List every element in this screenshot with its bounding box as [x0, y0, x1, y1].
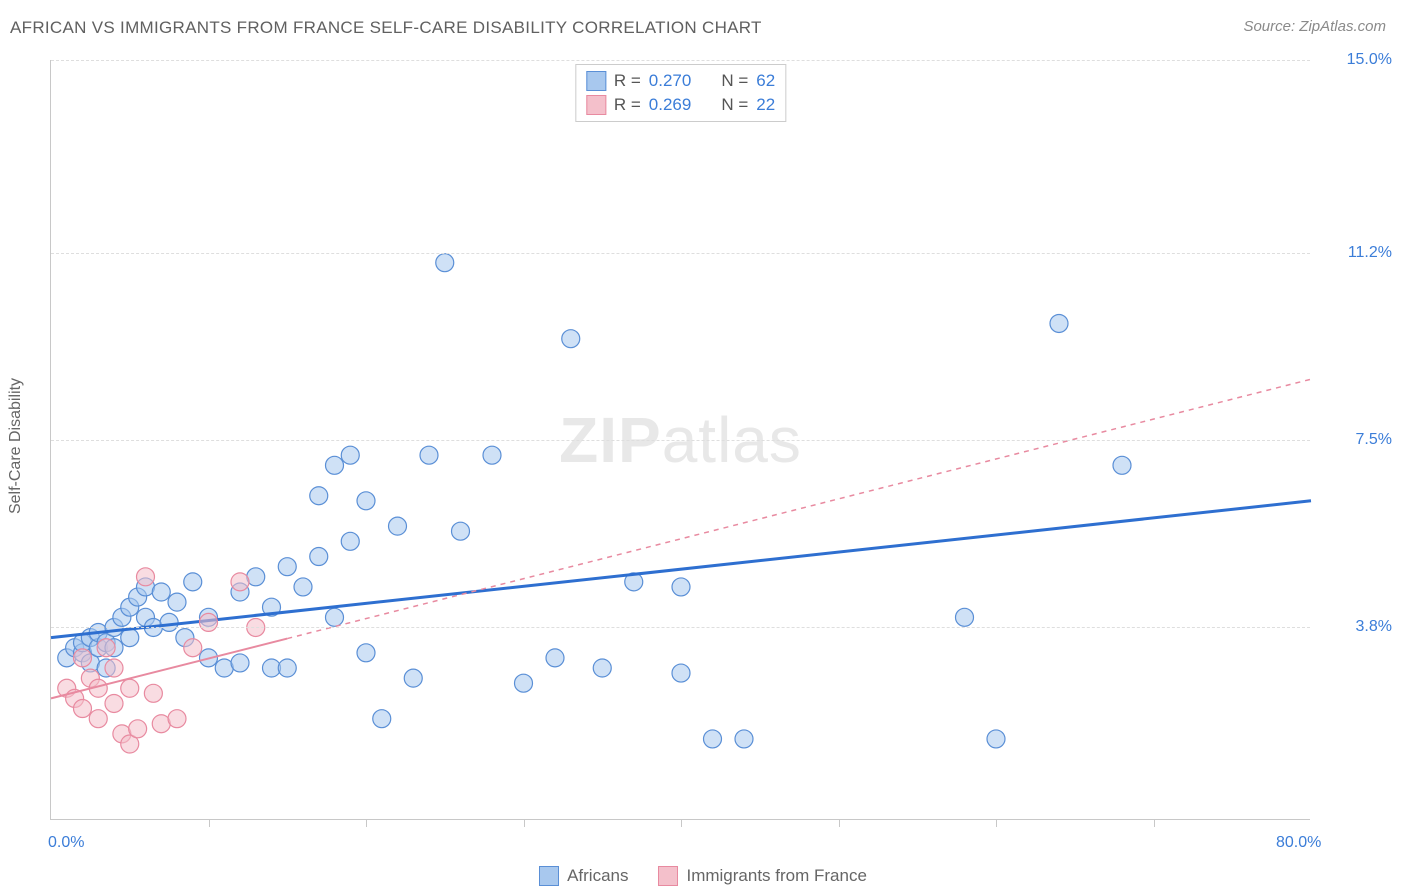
- data-point: [74, 649, 92, 667]
- data-point: [357, 644, 375, 662]
- legend-r-label: R =: [614, 71, 641, 91]
- legend-n-label: N =: [721, 71, 748, 91]
- legend-r-label: R =: [614, 95, 641, 115]
- data-point: [341, 446, 359, 464]
- x-axis-min: 0.0%: [48, 834, 84, 852]
- plot-area: ZIPatlas R =0.270N =62R =0.269N =22 3.8%…: [50, 60, 1310, 820]
- legend-n-value: 62: [756, 71, 775, 91]
- data-point: [278, 558, 296, 576]
- chart-title: AFRICAN VS IMMIGRANTS FROM FRANCE SELF-C…: [10, 18, 762, 38]
- legend-swatch: [586, 71, 606, 91]
- gridline: [51, 60, 1310, 61]
- data-point: [704, 730, 722, 748]
- data-point: [105, 694, 123, 712]
- data-point: [515, 674, 533, 692]
- y-tick-label: 3.8%: [1356, 618, 1392, 636]
- data-point: [231, 654, 249, 672]
- data-point: [200, 613, 218, 631]
- data-point: [184, 639, 202, 657]
- data-point: [956, 608, 974, 626]
- legend-swatch: [658, 866, 678, 886]
- data-point: [357, 492, 375, 510]
- data-point: [1113, 456, 1131, 474]
- x-tick: [209, 819, 210, 827]
- data-point: [294, 578, 312, 596]
- data-point: [168, 593, 186, 611]
- data-point: [562, 330, 580, 348]
- legend-item: Africans: [539, 866, 628, 886]
- data-point: [310, 548, 328, 566]
- data-point: [97, 639, 115, 657]
- data-point: [483, 446, 501, 464]
- legend-r-value: 0.269: [649, 95, 692, 115]
- data-point: [74, 700, 92, 718]
- x-tick: [1154, 819, 1155, 827]
- data-point: [152, 583, 170, 601]
- data-point: [1050, 314, 1068, 332]
- legend-label: Africans: [567, 866, 628, 886]
- x-tick: [996, 819, 997, 827]
- data-point: [326, 456, 344, 474]
- y-tick-label: 15.0%: [1347, 51, 1392, 69]
- data-point: [160, 613, 178, 631]
- legend-swatch: [586, 95, 606, 115]
- data-point: [326, 608, 344, 626]
- data-point: [735, 730, 753, 748]
- x-tick: [524, 819, 525, 827]
- legend-series: Africans Immigrants from France: [0, 866, 1406, 886]
- data-point: [105, 659, 123, 677]
- data-point: [137, 568, 155, 586]
- data-point: [452, 522, 470, 540]
- legend-swatch: [539, 866, 559, 886]
- legend-row: R = 0.270 N = 62: [586, 69, 775, 93]
- data-point: [129, 720, 147, 738]
- data-point: [310, 487, 328, 505]
- legend-n-label: N =: [721, 95, 748, 115]
- legend-label: Immigrants from France: [686, 866, 866, 886]
- data-point: [404, 669, 422, 687]
- data-point: [184, 573, 202, 591]
- x-tick: [366, 819, 367, 827]
- legend-r-value: 0.270: [649, 71, 692, 91]
- data-point: [420, 446, 438, 464]
- source-label: Source: ZipAtlas.com: [1243, 18, 1386, 35]
- y-tick-label: 11.2%: [1348, 244, 1392, 262]
- data-point: [389, 517, 407, 535]
- data-point: [144, 684, 162, 702]
- data-point: [672, 578, 690, 596]
- legend-row: R = 0.269 N = 22: [586, 93, 775, 117]
- x-tick: [681, 819, 682, 827]
- legend-n-value: 22: [756, 95, 775, 115]
- trendline-dashed: [287, 379, 1311, 638]
- data-point: [341, 532, 359, 550]
- trendline: [51, 501, 1311, 638]
- y-tick-label: 7.5%: [1356, 431, 1392, 449]
- legend-correlation: R = 0.270 N = 62 R = 0.269 N = 22: [575, 64, 786, 122]
- x-tick: [839, 819, 840, 827]
- x-axis-max: 80.0%: [1276, 834, 1321, 852]
- gridline: [51, 440, 1310, 441]
- data-point: [121, 629, 139, 647]
- data-point: [436, 254, 454, 272]
- data-point: [231, 573, 249, 591]
- data-point: [121, 679, 139, 697]
- data-point: [987, 730, 1005, 748]
- data-point: [593, 659, 611, 677]
- data-point: [546, 649, 564, 667]
- data-point: [373, 710, 391, 728]
- data-point: [672, 664, 690, 682]
- gridline: [51, 627, 1310, 628]
- legend-item: Immigrants from France: [658, 866, 866, 886]
- data-point: [89, 710, 107, 728]
- data-point: [278, 659, 296, 677]
- gridline: [51, 253, 1310, 254]
- data-point: [168, 710, 186, 728]
- y-axis-label: Self-Care Disability: [7, 378, 25, 514]
